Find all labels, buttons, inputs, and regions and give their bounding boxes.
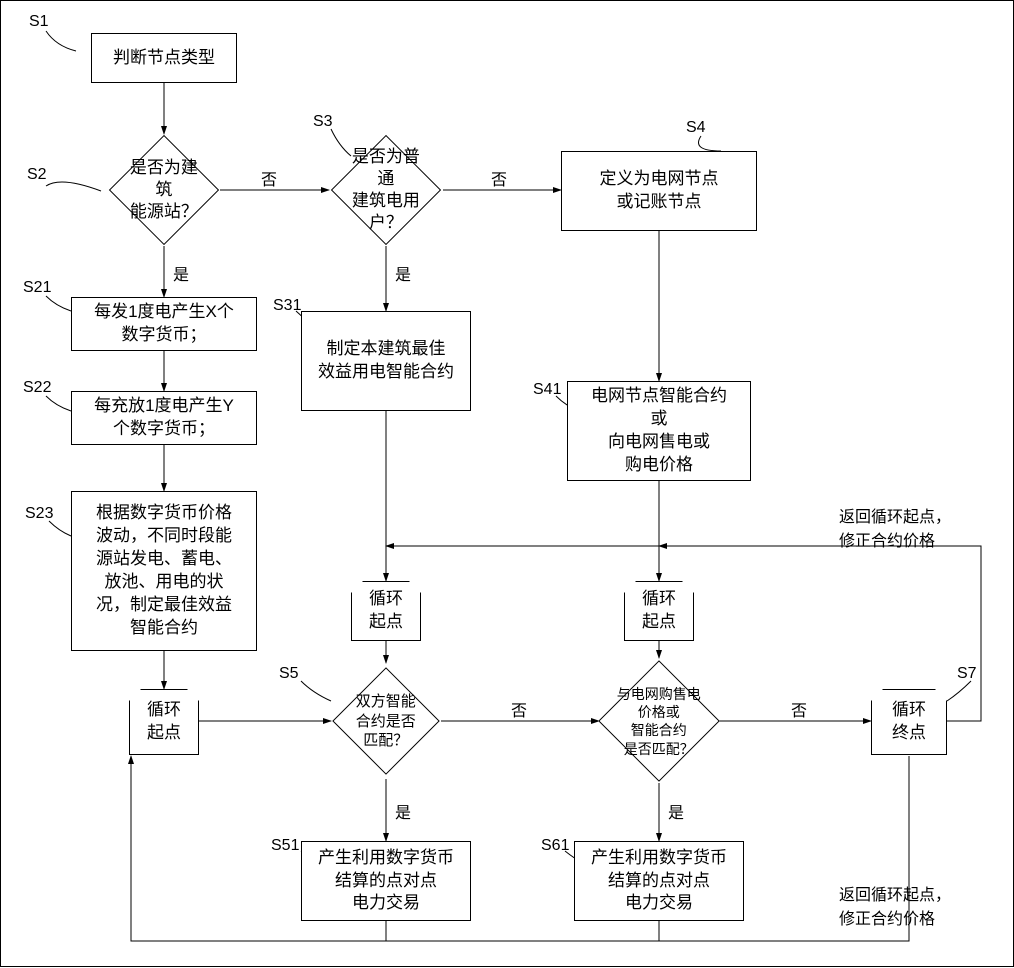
- node-s5: 双方智能合约是否匹配？: [332, 667, 439, 774]
- node-text: 循环起点: [369, 588, 403, 634]
- edge-no: 否: [261, 166, 277, 190]
- edge-no: 否: [791, 697, 807, 721]
- node-s2: 是否为建筑能源站？: [109, 135, 219, 245]
- step-label-s51: S51: [271, 837, 299, 855]
- edge-yes: 是: [173, 261, 189, 285]
- step-label-s1: S1: [29, 13, 49, 31]
- edge-yes: 是: [395, 799, 411, 823]
- node-text: 制定本建筑最佳效益用电智能合约: [318, 338, 454, 384]
- step-label-s4: S4: [686, 119, 706, 137]
- node-s51: 产生利用数字货币结算的点对点电力交易: [301, 841, 471, 921]
- node-text: 产生利用数字货币结算的点对点电力交易: [591, 847, 727, 916]
- step-label-s61: S61: [541, 837, 569, 855]
- loop-end: 循环终点: [871, 689, 947, 755]
- node-s31: 制定本建筑最佳效益用电智能合约: [301, 311, 471, 411]
- loop-start-c: 循环起点: [624, 581, 694, 641]
- edge-loop-back-top: 返回循环起点，修正合约价格: [839, 503, 951, 551]
- node-s21: 每发1度电产生X个数字货币；: [71, 297, 257, 351]
- node-text: 判断节点类型: [113, 47, 215, 70]
- node-s23: 根据数字货币价格波动，不同时段能源站发电、蓄电、放池、用电的状况，制定最佳效益智…: [71, 491, 257, 651]
- step-label-s5: S5: [279, 665, 299, 683]
- step-label-s2: S2: [27, 166, 47, 184]
- edge-yes: 是: [395, 261, 411, 285]
- node-text: 循环终点: [892, 699, 926, 745]
- node-text: 定义为电网节点或记账节点: [600, 168, 719, 214]
- node-text: 双方智能合约是否匹配？: [349, 692, 423, 751]
- edge-yes: 是: [668, 799, 684, 823]
- node-text: 循环起点: [642, 588, 676, 634]
- step-label-s22: S22: [23, 379, 51, 397]
- node-text: 是否为建筑能源站？: [126, 157, 202, 223]
- flowchart-canvas: 判断节点类型 S1 是否为建筑能源站？ S2 否 是 是否为普通建筑电用户？ S…: [0, 0, 1014, 967]
- step-label-s31: S31: [273, 297, 301, 315]
- node-text: 产生利用数字货币结算的点对点电力交易: [318, 847, 454, 916]
- step-label-s23: S23: [25, 505, 53, 523]
- step-label-s21: S21: [23, 279, 51, 297]
- step-label-s7: S7: [957, 665, 977, 683]
- node-text: 电网节点智能合约或向电网售电或购电价格: [591, 385, 727, 477]
- node-text: 与电网购售电价格或智能合约是否匹配？: [617, 685, 701, 758]
- step-label-s41: S41: [533, 381, 561, 399]
- edge-no: 否: [511, 697, 527, 721]
- node-s6: 与电网购售电价格或智能合约是否匹配？: [598, 660, 720, 782]
- loop-start-b: 循环起点: [351, 581, 421, 641]
- node-text: 循环起点: [147, 699, 181, 745]
- loop-start-a: 循环起点: [129, 689, 199, 755]
- node-text: 每发1度电产生X个数字货币；: [94, 301, 234, 347]
- node-s4: 定义为电网节点或记账节点: [561, 151, 757, 231]
- node-s41: 电网节点智能合约或向电网售电或购电价格: [567, 381, 751, 481]
- edge-no: 否: [491, 166, 507, 190]
- node-s1: 判断节点类型: [91, 33, 237, 83]
- edge-loop-back-bottom: 返回循环起点，修正合约价格: [839, 881, 951, 929]
- node-text: 是否为普通建筑电用户？: [348, 146, 424, 234]
- node-text: 根据数字货币价格波动，不同时段能源站发电、蓄电、放池、用电的状况，制定最佳效益智…: [96, 502, 232, 640]
- node-s22: 每充放1度电产生Y个数字货币；: [71, 391, 257, 445]
- step-label-s3: S3: [313, 113, 333, 131]
- node-text: 每充放1度电产生Y个数字货币；: [94, 395, 234, 441]
- node-s61: 产生利用数字货币结算的点对点电力交易: [574, 841, 744, 921]
- node-s3: 是否为普通建筑电用户？: [331, 135, 441, 245]
